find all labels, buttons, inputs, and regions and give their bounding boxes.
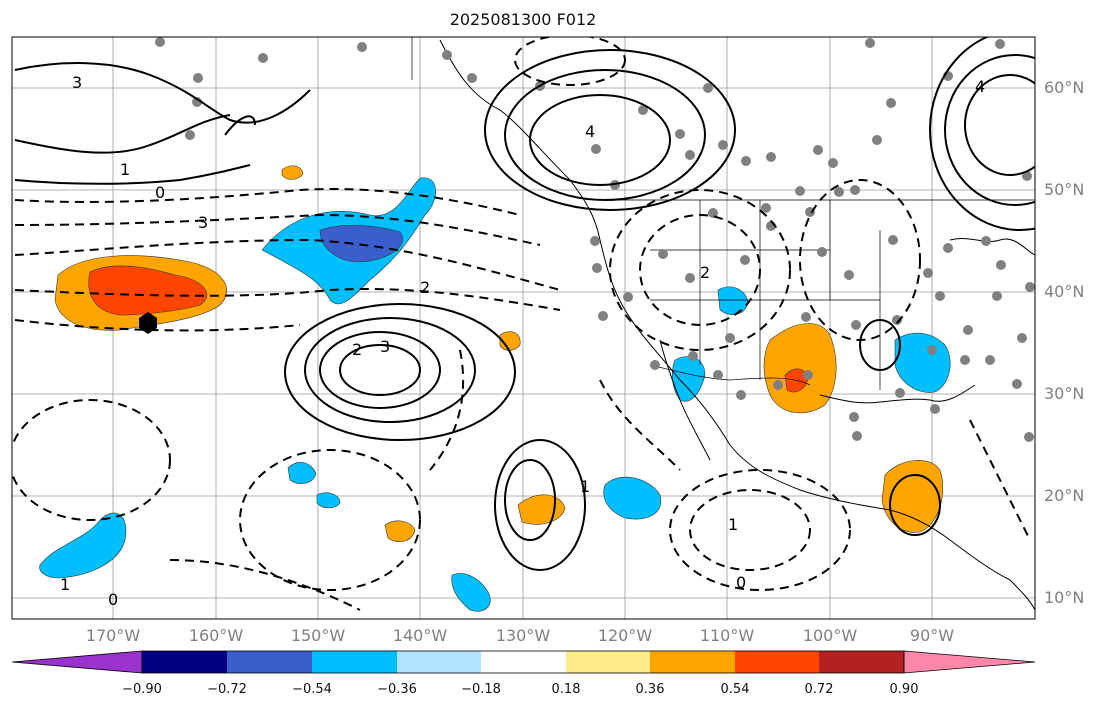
contour-label-1: 1 bbox=[120, 160, 130, 179]
fill-orange-mexico bbox=[763, 323, 837, 414]
fill-blue-cent-south bbox=[603, 476, 662, 520]
fill-red-west bbox=[88, 265, 208, 316]
lon-label-120: 120°W bbox=[597, 626, 653, 645]
colorbar-tick-label: −0.90 bbox=[122, 682, 162, 697]
contour-label-4b: 4 bbox=[975, 77, 985, 96]
fill-darkblue-central bbox=[319, 224, 403, 263]
colorbar-segment bbox=[650, 651, 735, 673]
contour-label-4: 4 bbox=[585, 122, 595, 141]
coastlines bbox=[439, 39, 1035, 611]
lon-label-100: 100°W bbox=[802, 626, 858, 645]
contour-label-1c: 1 bbox=[728, 515, 738, 534]
lon-label-170: 170°W bbox=[85, 626, 141, 645]
colorbar-segment bbox=[903, 650, 1036, 674]
colorbar-tick-label: −0.36 bbox=[377, 682, 417, 697]
lat-label-30: 30°N bbox=[1044, 384, 1085, 403]
fill-blue-small3 bbox=[316, 492, 341, 509]
fill-orange-small1 bbox=[384, 520, 416, 543]
storm-marker bbox=[139, 312, 157, 334]
fill-orange-cent-south bbox=[517, 494, 566, 525]
contour-label-3b: 3 bbox=[380, 337, 390, 356]
map-plot: 3 4 4 2 3 1 0 3 2 2 1 0 0 1 1 bbox=[11, 36, 1036, 620]
colorbar-segment bbox=[11, 650, 143, 674]
colorbar-tick-label: 0.72 bbox=[804, 682, 834, 697]
contour-label-m2: 2 bbox=[420, 278, 430, 297]
contour-label-m3: 3 bbox=[198, 213, 208, 232]
gridlines bbox=[12, 37, 1035, 619]
contour-labels: 3 4 4 2 3 1 0 3 2 2 1 0 0 1 1 bbox=[60, 73, 985, 609]
contour-label-3: 3 bbox=[72, 73, 82, 92]
colorbar-tick-label: 0.36 bbox=[635, 682, 665, 697]
map-frame bbox=[11, 36, 1036, 620]
colorbar-tick-label: −0.18 bbox=[461, 682, 501, 697]
lat-label-10: 10°N bbox=[1044, 588, 1085, 607]
fill-blue-small1 bbox=[287, 462, 317, 484]
contour-label-0c: 0 bbox=[736, 573, 746, 592]
colorbar-segment bbox=[227, 651, 312, 673]
colorbar-tick-label: −0.72 bbox=[207, 682, 247, 697]
lon-label-110: 110°W bbox=[699, 626, 755, 645]
contour-label-m1: 1 bbox=[60, 575, 70, 594]
colorbar-segment bbox=[312, 651, 397, 673]
lat-label-60: 60°N bbox=[1044, 78, 1085, 97]
lon-label-90: 90°W bbox=[909, 626, 955, 645]
colorbar bbox=[11, 650, 1036, 674]
colorbar-segment bbox=[481, 651, 566, 673]
lon-label-140: 140°W bbox=[392, 626, 448, 645]
map-title: 2025081300 F012 bbox=[449, 10, 597, 29]
contours-positive bbox=[14, 37, 1035, 571]
lon-label-160: 160°W bbox=[188, 626, 244, 645]
lon-label-150: 150°W bbox=[290, 626, 346, 645]
anomaly-fills bbox=[39, 165, 951, 612]
colorbar-segment bbox=[142, 651, 227, 673]
colorbar-frame bbox=[141, 650, 905, 674]
colorbar-segment bbox=[819, 651, 904, 673]
contour-label-1b: 1 bbox=[580, 477, 590, 496]
colorbar-tick-label: 0.18 bbox=[551, 682, 581, 697]
colorbar-segment bbox=[397, 651, 481, 673]
lat-label-50: 50°N bbox=[1044, 180, 1085, 199]
contour-label-m2b: 2 bbox=[700, 263, 710, 282]
fill-blue-south-cent bbox=[451, 573, 491, 612]
lat-label-20: 20°N bbox=[1044, 486, 1085, 505]
fill-blue-pacific-south bbox=[39, 512, 127, 579]
colorbar-tick-label: 0.54 bbox=[720, 682, 750, 697]
colorbar-tick-label: −0.54 bbox=[292, 682, 332, 697]
contour-label-0: 0 bbox=[155, 183, 165, 202]
contour-label-0b: 0 bbox=[108, 590, 118, 609]
fill-blue-gulf bbox=[894, 332, 951, 393]
station-dots bbox=[155, 37, 1035, 442]
fill-orange-small2 bbox=[281, 165, 304, 180]
colorbar-segment bbox=[735, 651, 819, 673]
colorbar-segment bbox=[566, 651, 650, 673]
fill-blue-small2 bbox=[717, 286, 749, 315]
colorbar-tick-label: 0.90 bbox=[889, 682, 919, 697]
lon-label-130: 130°W bbox=[495, 626, 551, 645]
contour-label-2: 2 bbox=[352, 340, 362, 359]
lat-label-40: 40°N bbox=[1044, 282, 1085, 301]
